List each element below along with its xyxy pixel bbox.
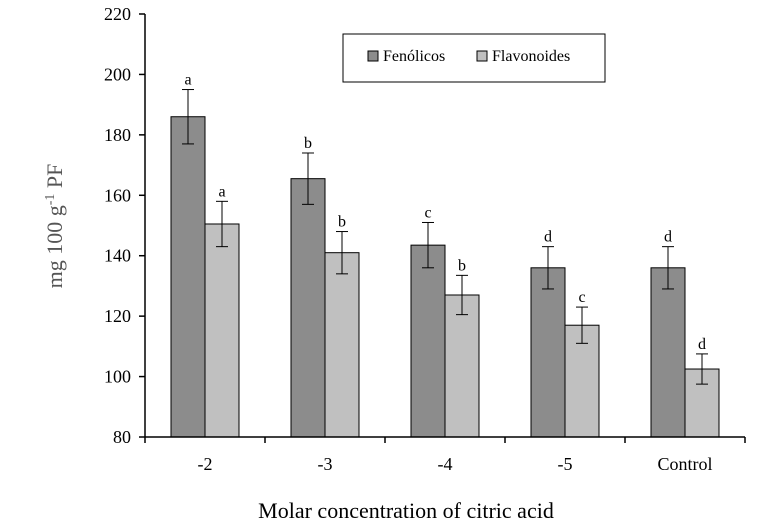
bar-fenolicos [650,267,686,438]
significance-label: a [218,183,225,200]
y-tick-label: 180 [104,125,131,145]
x-tick-label: Control [657,454,712,474]
y-tick-label: 100 [104,367,131,387]
significance-label: d [544,229,552,246]
bar-fenolicos [530,267,566,438]
significance-label: d [698,336,706,353]
y-tick-label: 80 [113,427,131,447]
bars-layer: a a b b c b d c d d [170,72,720,438]
bar-fenolicos [290,178,326,438]
significance-label: c [578,289,585,306]
significance-label: d [664,229,672,246]
bar-flavonoides [324,252,360,438]
x-tick-label: -5 [558,454,573,474]
legend-swatch-flavonoides [476,50,488,62]
y-axis-title: mg 100 g-1 PF [42,164,67,289]
y-axis-title-base: mg 100 g [42,205,67,288]
x-tick-label: -4 [438,454,453,474]
significance-label: c [424,204,431,221]
bar-fenolicos [410,244,446,438]
significance-label: b [458,257,466,274]
y-tick-label: 160 [104,185,131,205]
x-tick-label: -2 [198,454,213,474]
significance-label: b [304,135,312,152]
bar-flavonoides [204,223,240,438]
legend-label-fenolicos: Fenólicos [383,48,445,65]
y-axis-title-superscript: -1 [43,194,58,206]
axes-layer [144,14,745,438]
legend-box [342,33,606,83]
x-tick-label: -3 [318,454,333,474]
bar-fenolicos [170,116,206,438]
legend-label-flavonoides: Flavonoides [492,48,570,65]
y-tick-label: 200 [104,64,131,84]
significance-label: b [338,214,346,231]
legend: Fenólicos Flavonoides [342,33,606,83]
legend-swatch-fenolicos [367,50,379,62]
x-axis-title: Molar concentration of citric acid [258,498,554,523]
y-tick-label: 140 [104,246,131,266]
bar-flavonoides [564,324,600,438]
significance-label: a [184,72,191,89]
y-tick-label: 120 [104,306,131,326]
bar-flavonoides [444,294,480,438]
y-tick-label: 220 [104,4,131,24]
y-axis-title-suffix: PF [42,164,67,194]
ticks-layer: 80 100 120 140 160 180 200 220 -2 -3 -4 -5 Control [104,4,746,474]
